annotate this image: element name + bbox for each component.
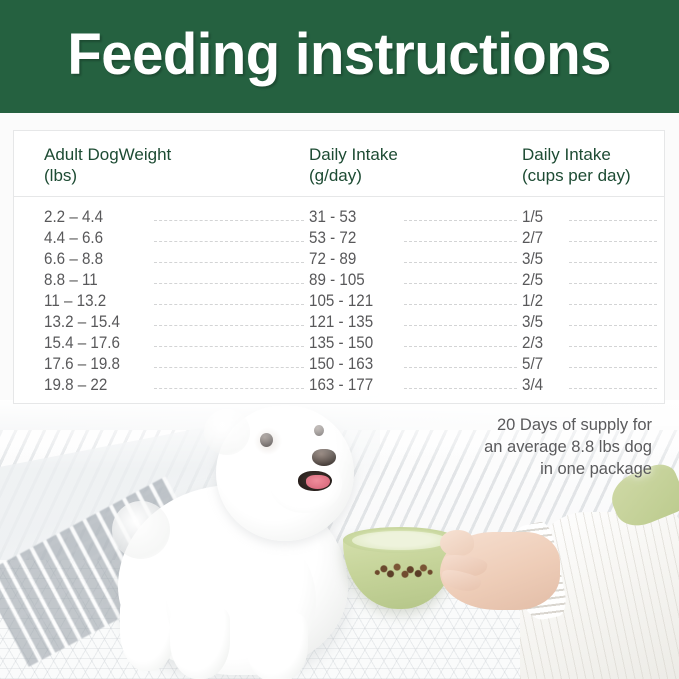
leader-line: [569, 262, 657, 264]
column-header-daily-intake-grams: Daily Intake (g/day): [309, 145, 398, 186]
leader-line: [154, 262, 304, 264]
leader-line: [404, 325, 517, 327]
leader-line: [154, 367, 304, 369]
leader-line: [154, 304, 304, 306]
cell-grams: 105 - 121: [309, 291, 378, 312]
cell-cups: 2/3: [522, 333, 548, 354]
dog-front-leg-right: [246, 610, 308, 679]
leader-line: [569, 325, 657, 327]
cell-weight: 19.8 – 22: [44, 375, 112, 396]
cell-cups: 5/7: [522, 354, 548, 375]
leader-line: [404, 283, 517, 285]
leader-line: [404, 367, 517, 369]
bowl-interior: [352, 531, 448, 550]
kibble-food: [372, 562, 438, 579]
cell-cups: 2/7: [522, 228, 548, 249]
dog-fur-fluff: [112, 501, 170, 559]
leader-line: [404, 220, 517, 222]
cell-grams: 121 - 135: [309, 312, 378, 333]
supply-note: 20 Days of supply for an average 8.8 lbs…: [484, 416, 652, 478]
cell-grams: 163 - 177: [309, 375, 378, 396]
page-title: Feeding instructions: [67, 21, 612, 87]
leader-line: [404, 388, 517, 390]
table-row: 11 – 13.2 105 - 121 1/2: [14, 291, 664, 312]
dog-front-leg-left: [170, 603, 230, 679]
cell-grams: 72 - 89: [309, 249, 361, 270]
leader-line: [569, 346, 657, 348]
cell-weight: 2.2 – 4.4: [44, 207, 108, 228]
cell-grams: 89 - 105: [309, 270, 370, 291]
leader-line: [569, 241, 657, 243]
leader-line: [154, 388, 304, 390]
table-row: 4.4 – 6.6 53 - 72 2/7: [14, 228, 664, 249]
cell-cups: 3/5: [522, 312, 548, 333]
table-body: 2.2 – 4.4 31 - 53 1/5 4.4 – 6.6 53 - 72 2/7 6.…: [14, 197, 664, 396]
cell-weight: 17.6 – 19.8: [44, 354, 125, 375]
cell-grams: 31 - 53: [309, 207, 361, 228]
leader-line: [569, 304, 657, 306]
table-row: 2.2 – 4.4 31 - 53 1/5: [14, 207, 664, 228]
column-header-adult-dog-weight: Adult DogWeight (lbs): [44, 145, 172, 186]
feeding-chart-table: Adult DogWeight (lbs) Daily Intake (g/da…: [13, 130, 665, 404]
cell-cups: 1/5: [522, 207, 548, 228]
column-header-daily-intake-cups: Daily Intake (cups per day): [522, 145, 631, 186]
leader-line: [404, 346, 517, 348]
cell-cups: 1/2: [522, 291, 548, 312]
cell-cups: 2/5: [522, 270, 548, 291]
leader-line: [569, 388, 657, 390]
cell-grams: 135 - 150: [309, 333, 378, 354]
leader-line: [154, 220, 304, 222]
table-header-row: Adult DogWeight (lbs) Daily Intake (g/da…: [14, 131, 664, 197]
cell-grams: 150 - 163: [309, 354, 378, 375]
leader-line: [154, 325, 304, 327]
table-row: 19.8 – 22 163 - 177 3/4: [14, 375, 664, 396]
leader-line: [404, 304, 517, 306]
cell-weight: 4.4 – 6.6: [44, 228, 108, 249]
table-row: 8.8 – 11 89 - 105 2/5: [14, 270, 664, 291]
cell-cups: 3/4: [522, 375, 548, 396]
cell-weight: 8.8 – 11: [44, 270, 103, 291]
cell-weight: 11 – 13.2: [44, 291, 111, 312]
table-row: 17.6 – 19.8 150 - 163 5/7: [14, 354, 664, 375]
leader-line: [154, 346, 304, 348]
leader-line: [404, 241, 517, 243]
leader-line: [154, 283, 304, 285]
cell-cups: 3/5: [522, 249, 548, 270]
leader-line: [404, 262, 517, 264]
hand-thumb: [440, 530, 474, 556]
page-header-band: Feeding instructions: [0, 0, 679, 113]
dog-tongue: [306, 475, 330, 489]
cell-weight: 6.6 – 8.8: [44, 249, 108, 270]
leader-line: [569, 283, 657, 285]
leader-line: [154, 241, 304, 243]
cell-weight: 13.2 – 15.4: [44, 312, 125, 333]
table-row: 6.6 – 8.8 72 - 89 3/5: [14, 249, 664, 270]
leader-line: [569, 367, 657, 369]
cell-weight: 15.4 – 17.6: [44, 333, 125, 354]
table-row: 13.2 – 15.4 121 - 135 3/5: [14, 312, 664, 333]
leader-line: [569, 220, 657, 222]
table-row: 15.4 – 17.6 135 - 150 2/3: [14, 333, 664, 354]
photo-top-fade: [0, 400, 679, 470]
cell-grams: 53 - 72: [309, 228, 361, 249]
